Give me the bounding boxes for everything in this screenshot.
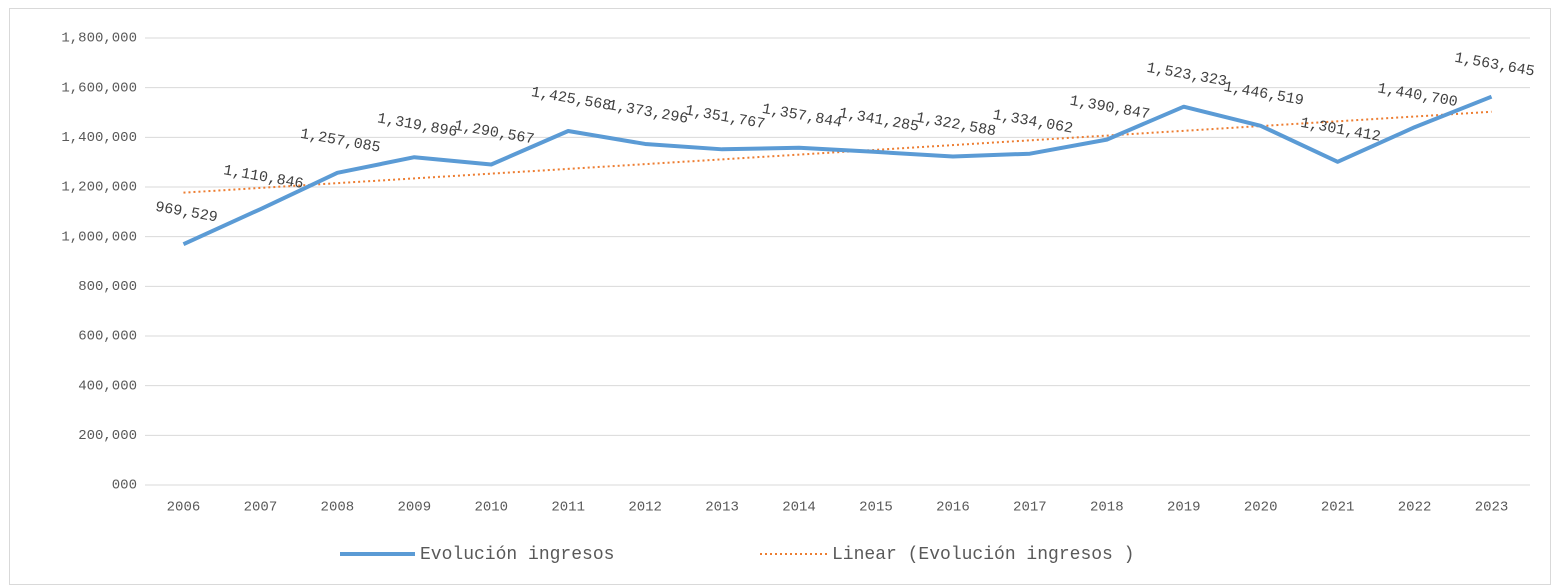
y-tick-label: 1,800,000 <box>61 31 137 47</box>
x-tick-label: 2008 <box>321 500 355 516</box>
x-tick-label: 2015 <box>859 500 893 516</box>
x-tick-label: 2011 <box>551 500 585 516</box>
x-tick-label: 2013 <box>705 500 739 516</box>
x-tick-label: 2018 <box>1090 500 1124 516</box>
x-tick-label: 2010 <box>474 500 508 516</box>
y-tick-label: 600,000 <box>78 329 137 345</box>
x-tick-label: 2021 <box>1321 500 1355 516</box>
x-tick-label: 2009 <box>398 500 432 516</box>
chart-border <box>9 8 1551 585</box>
x-tick-label: 2020 <box>1244 500 1278 516</box>
x-tick-label: 2016 <box>936 500 970 516</box>
x-tick-label: 2017 <box>1013 500 1047 516</box>
data-line <box>182 94 1493 247</box>
trendline <box>183 110 1492 194</box>
legend-label: Linear (Evolución ingresos ) <box>832 545 1134 565</box>
y-tick-label: 1,200,000 <box>61 180 137 196</box>
x-tick-label: 2006 <box>167 500 201 516</box>
y-tick-label: 1,600,000 <box>61 80 137 96</box>
x-tick-label: 2012 <box>628 500 662 516</box>
y-tick-label: 200,000 <box>78 428 137 444</box>
y-tick-label: 1,000,000 <box>61 229 137 245</box>
x-tick-label: 2019 <box>1167 500 1201 516</box>
x-tick-label: 2022 <box>1398 500 1432 516</box>
y-tick-label: 800,000 <box>78 279 137 295</box>
x-tick-label: 2007 <box>244 500 278 516</box>
y-tick-label: 1,400,000 <box>61 130 137 146</box>
legend-label: Evolución ingresos <box>420 545 614 565</box>
x-tick-label: 2023 <box>1475 500 1509 516</box>
y-tick-label: 000 <box>112 478 137 494</box>
x-tick-label: 2014 <box>782 500 816 516</box>
y-tick-label: 400,000 <box>78 378 137 394</box>
